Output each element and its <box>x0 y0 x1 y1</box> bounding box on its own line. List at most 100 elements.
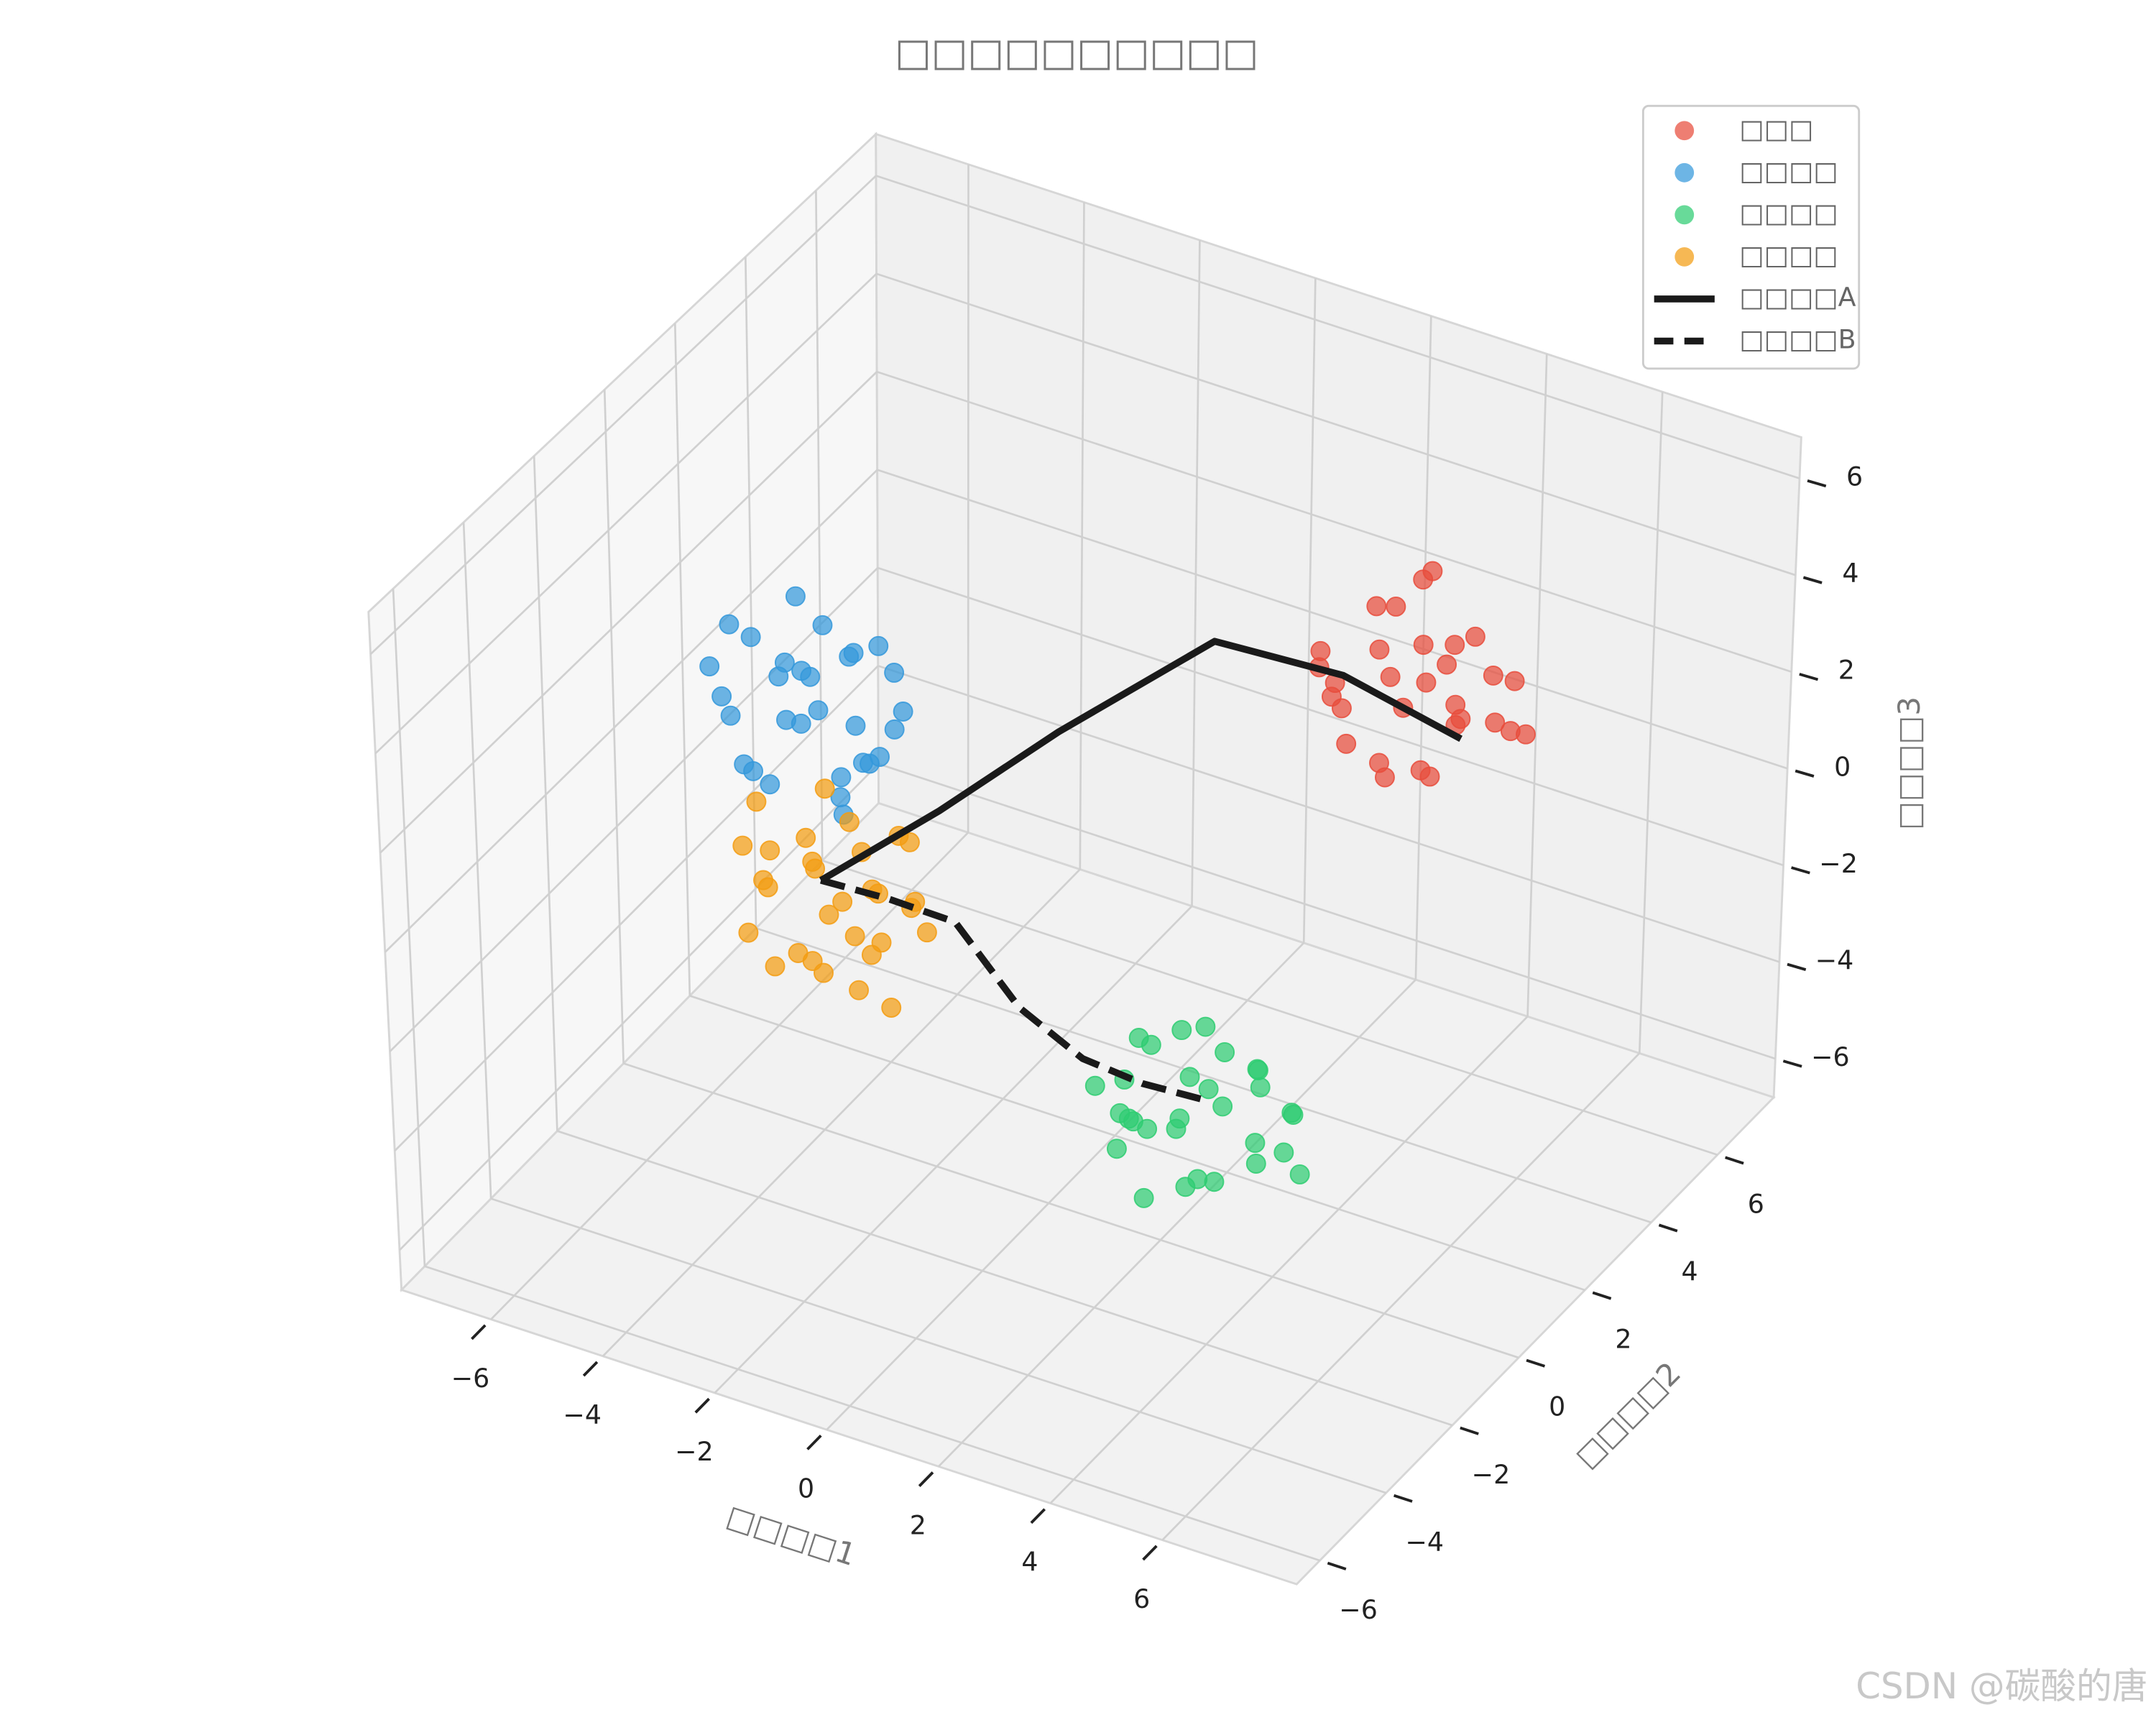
legend-box <box>1641 104 1861 370</box>
z-tick-label: 2 <box>1838 655 1855 686</box>
x-tick <box>582 1361 599 1377</box>
z-tick-label: −2 <box>1819 848 1858 879</box>
point <box>768 666 789 687</box>
z-grid-line <box>379 371 878 854</box>
pane-back <box>875 132 1802 1099</box>
y-axis-label: □□□□2 <box>1568 1356 1687 1475</box>
z-grid-line <box>394 665 879 1152</box>
point <box>1336 733 1357 754</box>
point <box>1331 698 1352 719</box>
point <box>732 835 753 856</box>
point <box>831 767 852 788</box>
y-grid-line <box>490 1197 1387 1494</box>
point <box>746 791 767 812</box>
x-tick-label: 2 <box>910 1509 926 1540</box>
z-axis-label: □□□□3 <box>1892 696 1927 830</box>
point <box>870 747 890 768</box>
point <box>1273 1142 1294 1163</box>
point <box>1416 672 1437 693</box>
y-tick <box>1658 1223 1678 1233</box>
point <box>711 686 732 707</box>
point <box>1504 671 1525 691</box>
watermark: CSDN @碳酸的唐 <box>1856 1665 2147 1707</box>
y-tick <box>1592 1291 1612 1300</box>
point <box>814 962 834 983</box>
point <box>791 713 811 734</box>
z-grid-line <box>369 175 877 656</box>
data <box>699 561 1536 1208</box>
x-tick <box>806 1434 822 1450</box>
x-grid-line <box>490 832 969 1320</box>
legend-label: □□□ <box>1739 114 1813 144</box>
y-tick <box>1327 1561 1347 1570</box>
point <box>1366 596 1387 617</box>
point <box>699 656 720 677</box>
legend-label: □□□□ <box>1739 155 1838 186</box>
point <box>1215 1042 1235 1062</box>
y-grid-line <box>821 860 1718 1156</box>
y-grid-line <box>424 1265 1320 1562</box>
point <box>1410 760 1431 781</box>
point <box>1169 1108 1190 1129</box>
legend-label: □□□□ <box>1739 239 1838 270</box>
z-grid-line <box>389 567 879 1052</box>
legend-marker <box>1674 247 1695 267</box>
y-tick-label: −2 <box>1472 1459 1511 1490</box>
point <box>819 904 839 925</box>
point <box>832 891 853 912</box>
point <box>1187 1169 1208 1190</box>
y-grid-line <box>755 927 1651 1224</box>
z-grid-line <box>877 469 1788 770</box>
z-grid-line <box>876 272 1796 576</box>
point <box>1245 1133 1266 1154</box>
point <box>1084 1075 1105 1096</box>
point <box>916 922 937 943</box>
point <box>881 998 902 1018</box>
point <box>760 774 780 795</box>
legend-label: □□□□B <box>1739 323 1856 354</box>
point <box>740 627 761 648</box>
x-grid-line <box>714 905 1193 1394</box>
x-grid-line <box>1049 1016 1529 1504</box>
point <box>1133 1187 1154 1208</box>
point <box>805 858 826 879</box>
legend-label: □□□□ <box>1739 198 1838 229</box>
point <box>1198 1079 1219 1100</box>
y-grid-line <box>623 1062 1519 1359</box>
point <box>743 760 764 781</box>
y-tick <box>1460 1426 1479 1435</box>
point <box>1204 1172 1225 1192</box>
chart-title: □□□□□□□□□□ <box>895 29 1258 75</box>
z-tick <box>1802 576 1823 584</box>
point <box>1445 635 1465 656</box>
y-tick-label: 0 <box>1549 1392 1565 1422</box>
point <box>785 586 806 607</box>
x-tick-label: 0 <box>798 1473 814 1504</box>
point <box>1179 1067 1200 1087</box>
point <box>1245 1154 1266 1174</box>
point <box>1422 561 1443 581</box>
x-grid-line <box>1526 354 1548 1017</box>
point <box>1289 1164 1310 1184</box>
y-tick <box>1393 1494 1413 1503</box>
z-tick-label: 4 <box>1842 558 1858 589</box>
z-grid-line <box>877 763 1776 1060</box>
point <box>1413 635 1434 656</box>
x-axis-label: □□□□1 <box>722 1498 860 1573</box>
point <box>1380 666 1401 687</box>
z-tick <box>1791 866 1810 875</box>
point <box>1106 1138 1127 1159</box>
point <box>719 614 740 635</box>
point <box>1386 597 1406 617</box>
point <box>800 666 821 687</box>
x-tick <box>694 1397 710 1414</box>
point <box>1171 1020 1192 1041</box>
point <box>884 662 905 683</box>
point <box>1437 654 1457 675</box>
x-tick <box>1030 1508 1046 1524</box>
y-tick <box>1725 1156 1744 1165</box>
legend-marker <box>1674 162 1695 183</box>
z-tick <box>1807 479 1827 488</box>
z-tick-label: −6 <box>1811 1041 1850 1072</box>
